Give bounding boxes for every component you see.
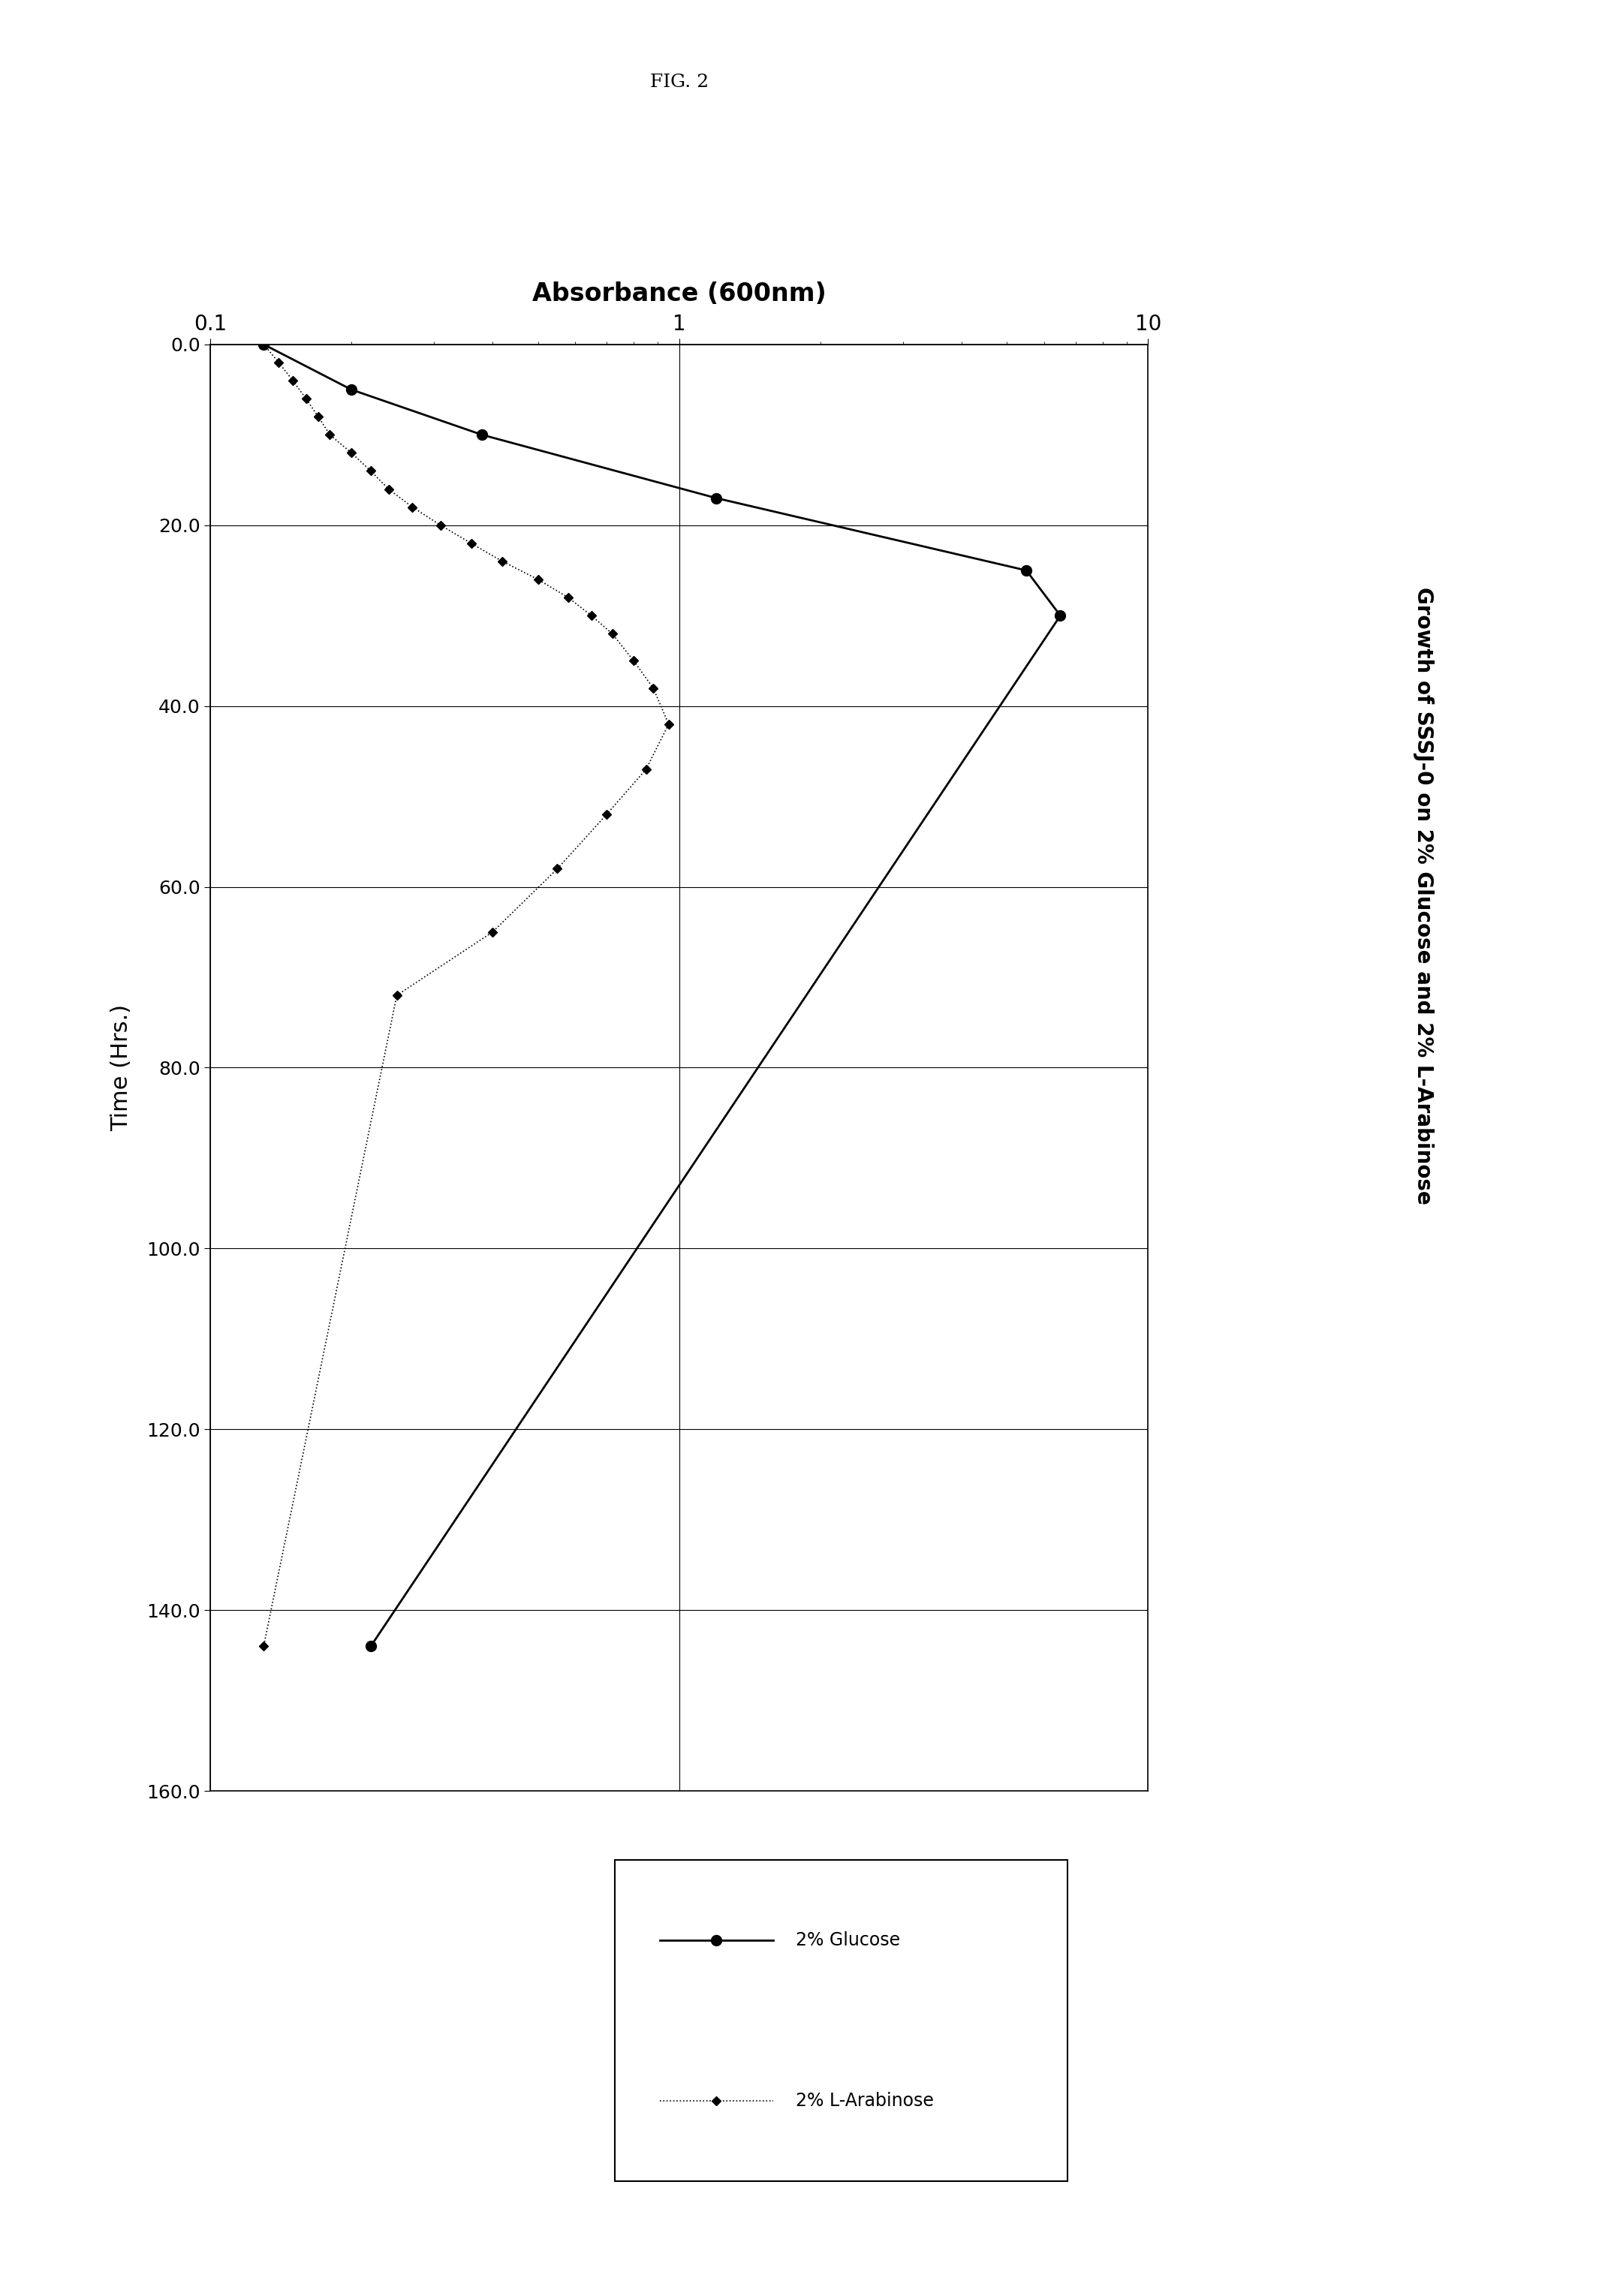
- Text: 2% L-Arabinose: 2% L-Arabinose: [796, 2092, 933, 2110]
- Text: FIG. 2: FIG. 2: [650, 73, 708, 92]
- Y-axis label: Time (Hrs.): Time (Hrs.): [110, 1003, 133, 1132]
- Text: Growth of SSSJ-0 on 2% Glucose and 2% L-Arabinose: Growth of SSSJ-0 on 2% Glucose and 2% L-…: [1413, 588, 1433, 1203]
- X-axis label: Absorbance (600nm): Absorbance (600nm): [532, 282, 826, 305]
- Bar: [614, 1860, 1067, 2181]
- Text: 2% Glucose: 2% Glucose: [796, 1931, 901, 1949]
